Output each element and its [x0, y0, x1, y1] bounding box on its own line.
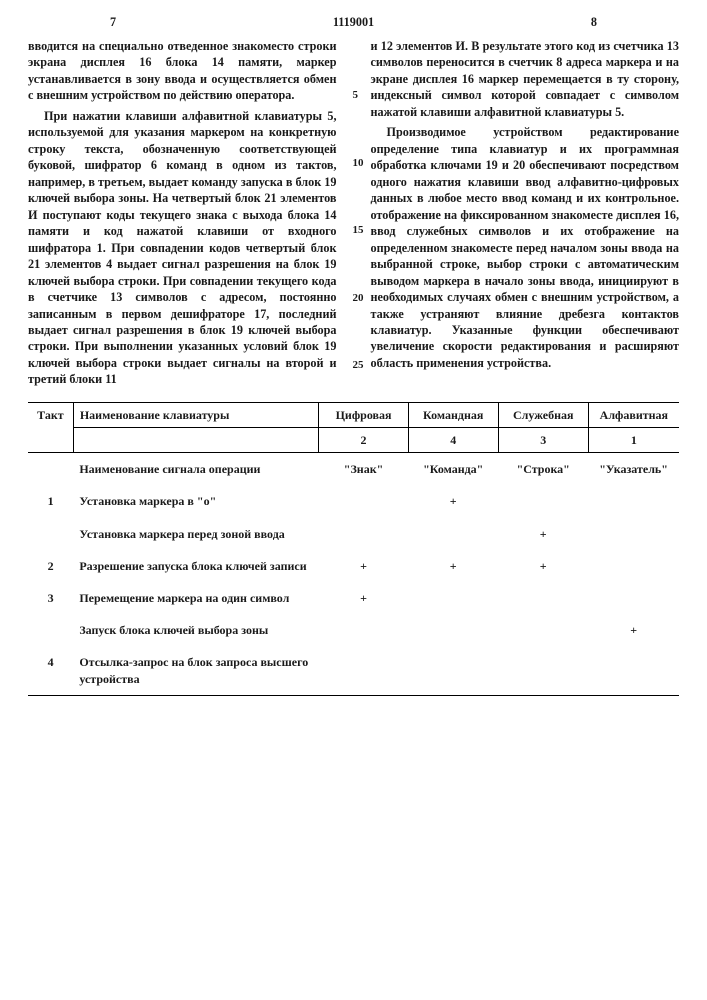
line-mark-5: 5: [353, 88, 359, 103]
op-cell: Перемещение маркера на один символ: [73, 582, 319, 614]
v-cell: [588, 518, 679, 550]
v-cell: +: [588, 614, 679, 646]
v-cell: +: [319, 582, 408, 614]
v-cell: +: [319, 550, 408, 582]
th-kbname: Наименование клавиатуры: [73, 402, 319, 427]
v-cell: [408, 518, 498, 550]
right-p1: и 12 элементов И. В результате этого код…: [371, 38, 680, 120]
operations-table: Такт Наименование клавиатуры Цифровая Ко…: [28, 402, 679, 696]
sig-ukazatel: "Указатель": [588, 453, 679, 486]
th-alpha: Алфавитная: [588, 402, 679, 427]
v-cell: +: [408, 550, 498, 582]
v-cell: [319, 485, 408, 517]
takt-cell: [28, 614, 73, 646]
sig-stroka: "Строка": [498, 453, 588, 486]
operations-table-wrap: Такт Наименование клавиатуры Цифровая Ко…: [28, 402, 679, 696]
page-header: 7 1119001 8: [28, 14, 679, 32]
right-p2: Производимое устройством редактирование …: [371, 124, 680, 371]
v-cell: [588, 582, 679, 614]
op-cell: Разрешение запуска блока ключей записи: [73, 550, 319, 582]
table-row: Установка маркера перед зоной ввода +: [28, 518, 679, 550]
left-p1: вводится на специально отведенное знаком…: [28, 38, 337, 104]
v-cell: +: [498, 518, 588, 550]
th-digit: Цифровая: [319, 402, 408, 427]
th-num-2: 4: [408, 428, 498, 453]
v-cell: [408, 582, 498, 614]
takt-cell: 3: [28, 582, 73, 614]
v-cell: [498, 485, 588, 517]
takt-cell: 1: [28, 485, 73, 517]
v-cell: +: [498, 550, 588, 582]
op-cell: Установка маркера в "о": [73, 485, 319, 517]
op-cell: Отсылка-запрос на блок запроса высшего у…: [73, 646, 319, 695]
table-row: 1 Установка маркера в "о" +: [28, 485, 679, 517]
v-cell: [319, 614, 408, 646]
takt-cell: 2: [28, 550, 73, 582]
table-header-row-2: 2 4 3 1: [28, 428, 679, 453]
v-cell: [319, 646, 408, 695]
page-num-right: 8: [591, 14, 597, 30]
cell-blank: [28, 453, 73, 486]
page-num-left: 7: [110, 14, 116, 30]
left-column: вводится на специально отведенное знаком…: [28, 38, 337, 392]
sig-znak: "Знак": [319, 453, 408, 486]
signal-label-row: Наименование сигнала операции "Знак" "Ко…: [28, 453, 679, 486]
table-row: 3 Перемещение маркера на один символ +: [28, 582, 679, 614]
sig-komanda: "Команда": [408, 453, 498, 486]
v-cell: [319, 518, 408, 550]
takt-cell: 4: [28, 646, 73, 695]
th-takt: Такт: [28, 402, 73, 452]
table-header-row-1: Такт Наименование клавиатуры Цифровая Ко…: [28, 402, 679, 427]
v-cell: [588, 550, 679, 582]
right-column: 5 10 15 20 25 и 12 элементов И. В резуль…: [357, 38, 680, 392]
v-cell: [498, 614, 588, 646]
line-mark-10: 10: [353, 156, 364, 171]
table-row: 4 Отсылка-запрос на блок запроса высшего…: [28, 646, 679, 695]
v-cell: +: [408, 485, 498, 517]
op-cell: Запуск блока ключей выбора зоны: [73, 614, 319, 646]
th-num-1: 2: [319, 428, 408, 453]
left-p2: При нажатии клавиши алфавитной клавиатур…: [28, 108, 337, 388]
table-row: 2 Разрешение запуска блока ключей записи…: [28, 550, 679, 582]
v-cell: [498, 582, 588, 614]
v-cell: [408, 614, 498, 646]
op-cell: Установка маркера перед зоной ввода: [73, 518, 319, 550]
v-cell: [588, 485, 679, 517]
v-cell: [408, 646, 498, 695]
line-mark-15: 15: [353, 223, 364, 238]
v-cell: [588, 646, 679, 695]
th-serv: Служебная: [498, 402, 588, 427]
v-cell: [498, 646, 588, 695]
th-cmd: Командная: [408, 402, 498, 427]
table-row: Запуск блока ключей выбора зоны +: [28, 614, 679, 646]
doc-number: 1119001: [333, 14, 374, 30]
signal-label: Наименование сигнала операции: [73, 453, 319, 486]
th-num-3: 3: [498, 428, 588, 453]
text-columns: вводится на специально отведенное знаком…: [28, 38, 679, 392]
takt-cell: [28, 518, 73, 550]
line-mark-20: 20: [353, 291, 364, 306]
line-mark-25: 25: [353, 358, 364, 373]
th-num-4: 1: [588, 428, 679, 453]
th-blank: [73, 428, 319, 453]
